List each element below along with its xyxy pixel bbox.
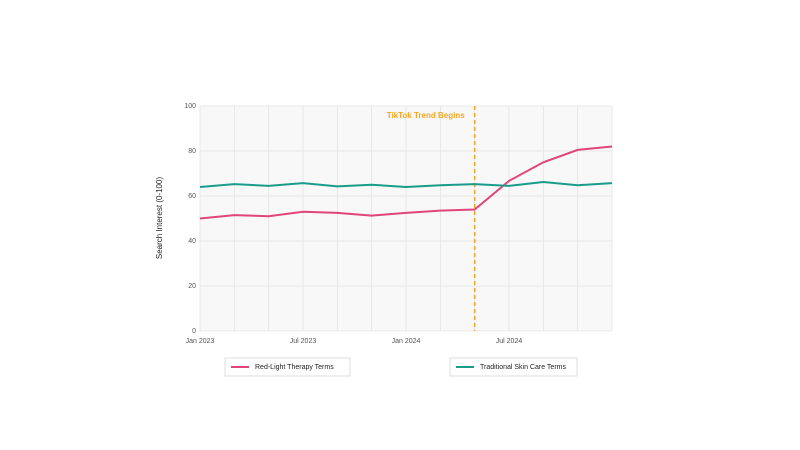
y-tick-label: 40 [188, 238, 196, 245]
y-tick-label: 0 [192, 328, 196, 335]
x-tick-label: Jan 2024 [392, 338, 421, 345]
y-tick-label: 60 [188, 193, 196, 200]
y-tick-label: 20 [188, 283, 196, 290]
y-tick-label: 80 [188, 148, 196, 155]
annotation-text: TikTok Trend Begins [387, 111, 465, 120]
y-axis-label: Search Interest (0-100) [155, 177, 164, 260]
line-series [199, 145, 613, 220]
legend-box [449, 357, 578, 377]
y-tick-label: 100 [184, 103, 196, 110]
x-tick-label: Jul 2024 [496, 338, 523, 345]
legend-box [224, 357, 351, 377]
x-tick-label: Jul 2023 [290, 338, 317, 345]
legend-label: Red-Light Therapy Terms [255, 364, 334, 371]
line-series [199, 181, 613, 189]
legend-label: Traditional Skin Care Terms [480, 364, 566, 371]
x-tick-label: Jan 2023 [186, 338, 215, 345]
